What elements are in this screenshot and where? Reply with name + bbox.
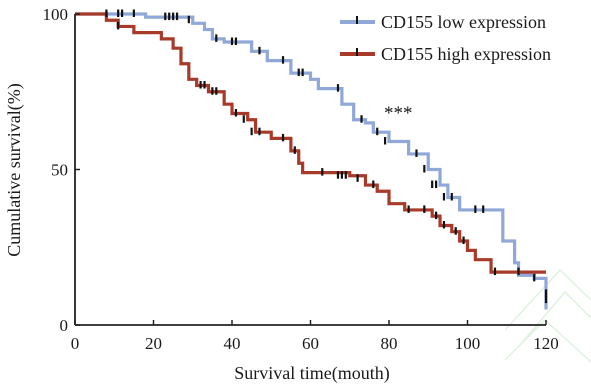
legend-item-low: CD155 low expression (340, 12, 546, 32)
y-tick-label: 100 (43, 5, 69, 24)
y-axis-label: Cumulative survival(%) (4, 83, 25, 256)
y-tick-label: 50 (51, 161, 68, 180)
legend-item-high: CD155 high expression (340, 44, 551, 64)
x-tick-label: 100 (455, 334, 481, 353)
x-tick-label: 80 (381, 334, 398, 353)
x-axis-label: Survival time(mouth) (234, 363, 389, 384)
legend: CD155 low expression CD155 high expressi… (340, 12, 551, 64)
series-layer (75, 9, 548, 310)
legend-label-low: CD155 low expression (381, 12, 546, 32)
series-line-high (75, 12, 546, 274)
x-tick-label: 40 (224, 334, 241, 353)
x-tick-label: 20 (145, 334, 162, 353)
significance-annotation: *** (384, 103, 413, 124)
x-tick-label: 0 (71, 334, 80, 353)
x-tick-label: 60 (302, 334, 319, 353)
y-tick-label: 0 (60, 316, 69, 335)
x-tick-label: 120 (533, 334, 559, 353)
ticks-layer: 0 20 40 60 80 100 120 0 50 100 (43, 5, 559, 353)
legend-label-high: CD155 high expression (381, 44, 551, 64)
watermark (504, 268, 591, 363)
